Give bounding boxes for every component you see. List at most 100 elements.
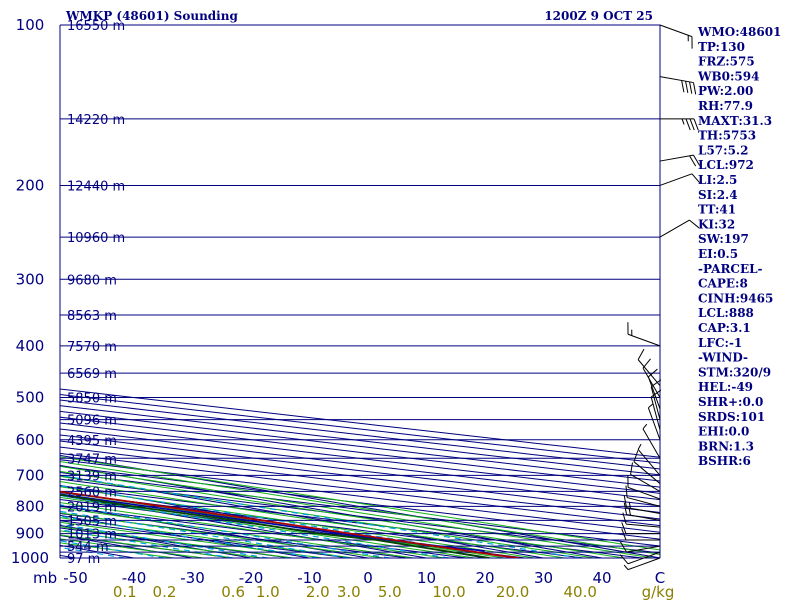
wind-barb-staff [627,333,661,347]
height-label: 9680 m [67,273,117,288]
height-label: 2019 m [67,500,117,515]
wind-barb [619,541,661,553]
moist-adiabat-line [60,470,627,558]
dry-adiabat-line [60,459,660,533]
pressure-label: 300 [16,270,45,288]
wind-barb-feather [648,368,658,378]
wind-barb-half-feather [628,502,631,509]
wind-barb [637,348,661,386]
moist-adiabat-line [60,486,538,558]
wind-barb [659,154,701,167]
mixing-ratio-tick-label: 5.0 [378,583,402,600]
wind-barb-staff [626,513,661,521]
wind-barb-staff [626,545,661,553]
height-label: 1013 m [67,528,117,543]
wind-barb [630,462,661,492]
wind-barb-feather [623,502,628,515]
wind-barb-feather [625,485,628,498]
wind-barb-feather [693,118,699,131]
wind-barb-staff [642,367,661,398]
profile-lines [60,490,520,558]
dry-adiabat-line [60,405,660,476]
wind-barb-feather [637,348,645,360]
isobar-lines [59,24,661,559]
wind-barb-feather [619,541,627,553]
wind-barb-staff [650,386,661,420]
mixing-ratio-tick-label: 0.1 [113,583,137,600]
pressure-label: 400 [16,337,45,355]
wind-barb-staff [637,359,661,386]
wind-barb-staff [627,486,661,500]
wind-barb [621,528,660,541]
index-entry: LCL:888 [698,306,754,320]
wind-barb-feather [689,219,700,229]
wind-barb-staff [659,24,693,38]
mixing-ratio-tick-label: 0.2 [153,583,177,600]
index-entry: L57:5.2 [698,143,748,157]
moist-adiabat-line [60,502,448,558]
index-entry: LI:2.5 [698,173,737,187]
height-label: 16550 m [67,19,125,34]
dewpoint-line [60,493,490,558]
index-entry: -PARCEL- [698,262,763,276]
wind-barb [659,76,697,95]
wind-barb-feather [622,512,627,525]
dry-adiabat-line [60,399,660,470]
wind-barb-feather [689,118,695,131]
dry-adiabat-line [60,465,660,540]
pressure-label: 600 [16,431,45,449]
index-entry: KI:32 [698,217,735,231]
wind-barb-feather [689,81,693,94]
wind-barb-feather [693,154,701,166]
dry-adiabat-line [60,527,296,558]
pressure-label: 500 [16,389,45,407]
wind-barb [623,502,661,521]
mixing-ratio-tick-label: 0.6 [221,583,245,600]
height-label: 3747 m [67,452,117,467]
temperature-tick-label: 40 [592,569,611,587]
wind-barb-half-feather [637,443,642,450]
mixing-ratio-tick-label: 1.0 [256,583,280,600]
dry-adiabat-line [60,422,660,494]
wind-barb [621,522,660,535]
wind-barb-feather [681,80,685,93]
temperature-unit-label: C [655,569,665,587]
wind-barb-staff [647,407,661,440]
dry-adiabat-line [60,416,660,488]
index-entry: HEL:-49 [698,380,753,394]
chart-background-lines [60,388,660,558]
height-label: 97 m [67,552,100,567]
wind-barb [647,403,661,440]
height-label: 544 m [67,540,109,555]
wind-barb-feather [650,389,662,398]
index-entry: EHI:0.0 [698,425,749,439]
wind-barb-feather [685,118,691,131]
index-entry: STM:320/9 [698,365,771,379]
temperature-tick-label: 30 [534,569,553,587]
dry-adiabat-line [60,388,660,458]
wind-barb-staff [627,551,661,565]
dry-adiabat-line [60,520,354,558]
moist-adiabat-line [60,481,568,558]
wind-barb-feather [689,155,697,167]
wind-barb-feather [691,173,701,184]
dry-adiabat-line [60,513,413,558]
wind-barb-staff [626,523,661,528]
moist-adiabat-line [60,512,387,558]
wind-barb-staff [647,376,661,410]
dry-adiabat-line [60,394,660,464]
wind-barb [659,24,693,49]
index-entry: TH:5753 [698,129,756,143]
wind-barb-half-feather [628,509,631,516]
index-entry: LFC:-1 [698,336,742,350]
pressure-label: 700 [16,466,45,484]
moist-adiabat-line [60,521,327,558]
pressure-label: 100 [16,16,45,34]
index-entry: MAXT:31.3 [698,114,772,128]
moist-adiabat-line [60,507,418,558]
index-entry: CAPE:8 [698,277,748,291]
temperature-tick-label: -10 [297,569,322,587]
pressure-unit-label: mb [33,569,57,587]
moist-adiabat-line [60,461,660,556]
